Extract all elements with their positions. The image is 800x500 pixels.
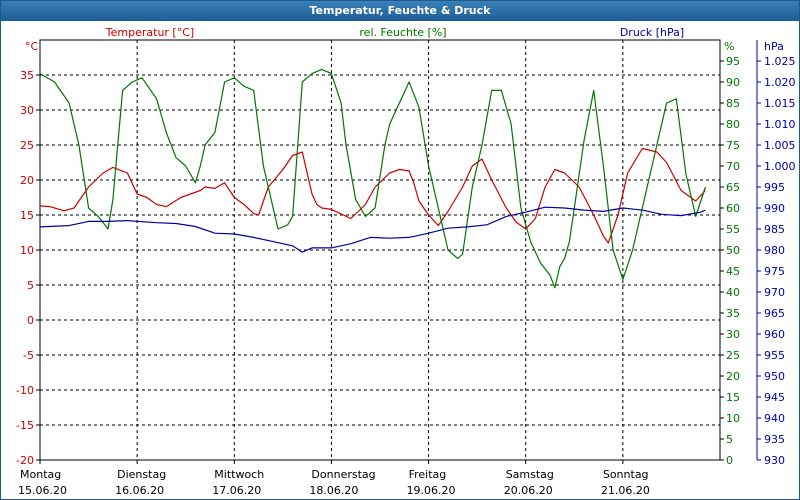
humidity-tick-label: 10 [726, 412, 740, 425]
pressure-tick-label: 960 [764, 328, 785, 341]
humidity-tick-label: 0 [726, 454, 733, 467]
humidity-tick-label: 20 [726, 370, 740, 383]
pressure-tick-label: 1.005 [764, 139, 796, 152]
temperature-tick-label: 25 [20, 139, 34, 152]
x-day-label: Mittwoch [214, 468, 264, 481]
pressure-tick-label: 995 [764, 181, 785, 194]
humidity-tick-label: 65 [726, 181, 740, 194]
series-lines [39, 68, 706, 289]
temperature-tick-label: -5 [23, 349, 34, 362]
pressure-tick-label: 1.000 [764, 160, 796, 173]
temperature-tick-label: 10 [20, 244, 34, 257]
humidity-tick-label: 15 [726, 391, 740, 404]
chart-title: Temperatur, Feuchte & Druck [1, 1, 799, 21]
pressure-tick-label: 965 [764, 307, 785, 320]
humidity-tick-label: 40 [726, 286, 740, 299]
humidity-tick-label: 45 [726, 265, 740, 278]
pressure-tick-label: 955 [764, 349, 785, 362]
humidity-unit: % [724, 40, 734, 53]
humidity-tick-label: 5 [726, 433, 733, 446]
pressure-tick-label: 985 [764, 223, 785, 236]
humidity-tick-label: 50 [726, 244, 740, 257]
temperature-tick-label: -10 [16, 384, 34, 397]
pressure-tick-label: 975 [764, 265, 785, 278]
humidity-series-line [39, 68, 706, 289]
x-date-label: 15.06.20 [18, 484, 67, 497]
humidity-tick-label: 60 [726, 202, 740, 215]
x-day-label: Samstag [506, 468, 554, 481]
pressure-tick-label: 1.015 [764, 97, 796, 110]
humidity-tick-label: 30 [726, 328, 740, 341]
humidity-tick-label: 70 [726, 160, 740, 173]
pressure-tick-label: 940 [764, 412, 785, 425]
humidity-tick-label: 90 [726, 76, 740, 89]
x-date-label: 21.06.20 [601, 484, 650, 497]
pressure-tick-label: 950 [764, 370, 785, 383]
humidity-tick-label: 35 [726, 307, 740, 320]
x-day-label: Donnerstag [311, 468, 375, 481]
pressure-tick-label: 980 [764, 244, 785, 257]
pressure-tick-label: 935 [764, 433, 785, 446]
temperature-series-line [39, 147, 706, 244]
humidity-tick-label: 55 [726, 223, 740, 236]
pressure-tick-label: 945 [764, 391, 785, 404]
temperature-axis-title: Temperatur [°C] [105, 26, 194, 39]
x-day-label: Sonntag [603, 468, 649, 481]
x-date-label: 17.06.20 [212, 484, 261, 497]
pressure-tick-label: 970 [764, 286, 785, 299]
pressure-tick-label: 990 [764, 202, 785, 215]
x-day-label: Dienstag [117, 468, 166, 481]
temperature-tick-label: 15 [20, 209, 34, 222]
x-date-label: 18.06.20 [309, 484, 358, 497]
temperature-tick-label: 20 [20, 174, 34, 187]
humidity-tick-label: 85 [726, 97, 740, 110]
temperature-tick-label: -20 [16, 454, 34, 467]
pressure-tick-label: 930 [764, 454, 785, 467]
x-date-label: 19.06.20 [407, 484, 456, 497]
pressure-tick-label: 1.020 [764, 76, 796, 89]
pressure-tick-label: 1.025 [764, 55, 796, 68]
humidity-axis-title: rel. Feuchte [%] [359, 26, 446, 39]
temperature-tick-label: -15 [16, 419, 34, 432]
grid-lines [39, 39, 721, 461]
x-date-label: 16.06.20 [115, 484, 164, 497]
humidity-tick-label: 95 [726, 55, 740, 68]
pressure-axis-title: Druck [hPa] [620, 26, 684, 39]
pressure-series-line [39, 206, 706, 253]
axes: 35302520151050-5-10-15-20959085807570656… [16, 40, 796, 497]
temperature-tick-label: 30 [20, 104, 34, 117]
x-day-label: Freitag [409, 468, 447, 481]
x-date-label: 20.06.20 [504, 484, 553, 497]
pressure-unit: hPa [764, 40, 784, 53]
humidity-tick-label: 25 [726, 349, 740, 362]
temperature-tick-label: 0 [27, 314, 34, 327]
x-day-label: Montag [20, 468, 61, 481]
humidity-tick-label: 75 [726, 139, 740, 152]
temperature-unit: °C [25, 40, 39, 53]
temperature-tick-label: 5 [27, 279, 34, 292]
humidity-tick-label: 80 [726, 118, 740, 131]
temperature-tick-label: 35 [20, 69, 34, 82]
pressure-tick-label: 1.010 [764, 118, 796, 131]
